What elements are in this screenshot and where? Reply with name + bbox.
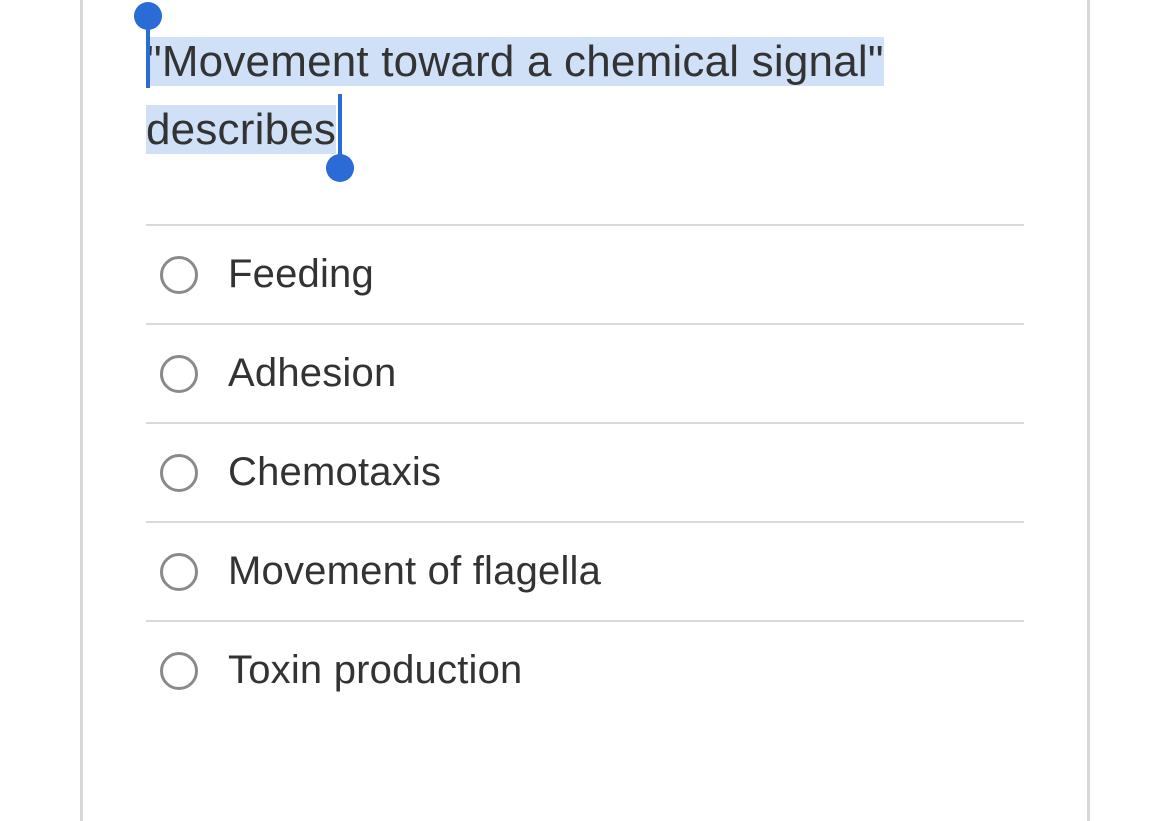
question-card: "Movement toward a chemical signal" desc…: [146, 0, 1024, 719]
radio-icon[interactable]: [160, 652, 198, 690]
question-line2: describes: [146, 105, 336, 154]
question-line1: "Movement toward a chemical signal": [146, 37, 884, 86]
radio-icon[interactable]: [160, 256, 198, 294]
radio-icon[interactable]: [160, 454, 198, 492]
question-text: "Movement toward a chemical signal" desc…: [146, 28, 1024, 164]
card-right-border: [1087, 0, 1090, 821]
option-label: Feeding: [228, 252, 374, 297]
radio-icon[interactable]: [160, 355, 198, 393]
radio-icon[interactable]: [160, 553, 198, 591]
options-list: Feeding Adhesion Chemotaxis Movement of …: [146, 224, 1024, 719]
option-row[interactable]: Toxin production: [146, 620, 1024, 719]
option-label: Toxin production: [228, 648, 523, 693]
option-row[interactable]: Adhesion: [146, 323, 1024, 422]
option-label: Adhesion: [228, 351, 396, 396]
question-text-block[interactable]: "Movement toward a chemical signal" desc…: [146, 0, 1024, 224]
option-label: Movement of flagella: [228, 549, 601, 594]
option-row[interactable]: Feeding: [146, 224, 1024, 323]
option-row[interactable]: Chemotaxis: [146, 422, 1024, 521]
option-label: Chemotaxis: [228, 450, 441, 495]
option-row[interactable]: Movement of flagella: [146, 521, 1024, 620]
card-left-border: [80, 0, 83, 821]
